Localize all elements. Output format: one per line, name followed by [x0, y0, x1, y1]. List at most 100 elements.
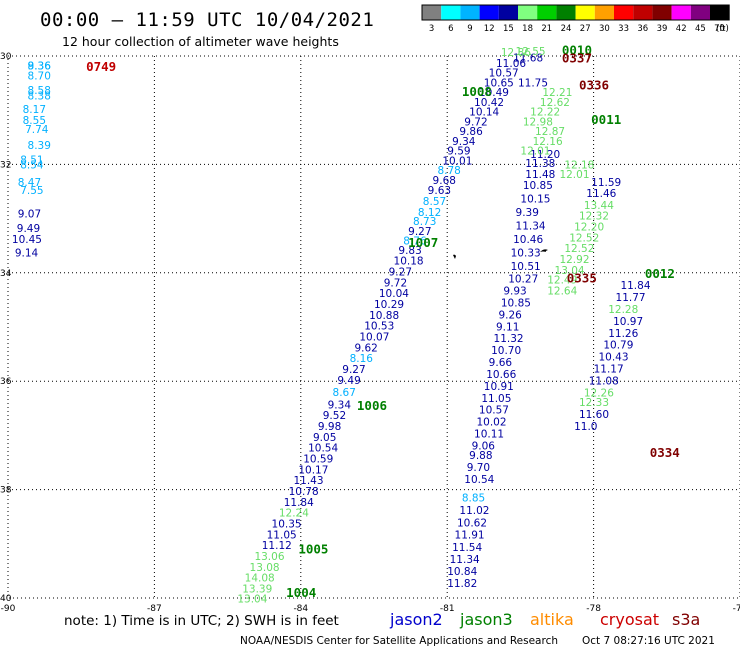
scale-swatch [671, 5, 691, 20]
lat-tick-label: 40 [0, 594, 12, 604]
wave-height-value: 7.55 [20, 185, 43, 197]
wave-height-value: 12.92 [559, 254, 589, 266]
footer-note: note: 1) Time is in UTC; 2) SWH is in fe… [64, 613, 339, 629]
wave-height-value: 13.06 [254, 551, 284, 563]
scale-swatch [652, 5, 672, 20]
wave-height-value: 8.57 [423, 196, 446, 208]
pass-time-label: 1007 [408, 235, 438, 250]
wave-height-value: 8.78 [437, 165, 460, 177]
wave-height-value: 11.54 [452, 542, 482, 554]
wave-height-value: 10.11 [474, 429, 504, 441]
wave-height-value: 10.70 [491, 345, 521, 357]
wave-height-value: 11.68 [513, 52, 543, 64]
wave-height-value: 13.44 [584, 200, 614, 212]
pass-time-label: 0337 [562, 51, 592, 66]
wave-height-value: 9.26 [498, 309, 522, 321]
wave-height-value: 10.53 [364, 321, 394, 333]
wave-height-value: 12.87 [535, 126, 565, 138]
scale-swatch [537, 5, 557, 20]
wave-height-value: 12.98 [523, 116, 553, 128]
wave-height-value: 10.07 [359, 332, 389, 344]
lat-tick-label: 32 [0, 160, 11, 170]
wave-height-value: 9.68 [433, 175, 456, 187]
scale-swatch [614, 5, 634, 20]
wave-height-value: 10.88 [369, 310, 399, 322]
wave-height-value: 11.91 [455, 529, 485, 541]
wave-height-value: 11.60 [579, 409, 609, 421]
wave-height-value: 8.17 [23, 104, 46, 116]
wave-height-value: 9.62 [354, 342, 377, 354]
wave-height-value: 10.17 [298, 464, 328, 476]
wave-height-value: 10.02 [476, 417, 506, 429]
wave-height-value: 11.34 [450, 554, 480, 566]
satellite-name-s3a: s3a [672, 610, 700, 629]
wave-height-value: 9.52 [323, 410, 346, 422]
wave-height-value: 10.54 [464, 474, 494, 486]
wave-height-value: 10.27 [508, 274, 538, 286]
wave-height-value: 14.08 [245, 573, 275, 585]
wave-height-value: 9.70 [467, 462, 490, 474]
pass-time-label: 1005 [298, 542, 328, 557]
pass-time-label: 0336 [579, 78, 609, 93]
wave-height-value: 8.16 [350, 353, 374, 365]
wave-height-value: 12.18 [564, 160, 594, 172]
map-title: 00:00 – 11:59 UTC 10/04/2021 [40, 9, 374, 31]
wave-height-value: 8.58 [28, 85, 51, 97]
wave-height-value: 10.43 [598, 352, 628, 364]
satellite-legend: jason2 jason3 altika cryosat s3a [389, 610, 700, 629]
wave-height-value: 10.42 [474, 97, 504, 109]
lon-tick-label: -75 [733, 604, 740, 614]
wave-height-value: 11.32 [494, 333, 524, 345]
wave-height-value: 8.85 [462, 493, 485, 505]
footer-timestamp: Oct 7 08:27:16 UTC 2021 [582, 635, 715, 647]
wave-height-value: 9.34 [328, 399, 352, 411]
wave-height-value: 11.12 [262, 540, 292, 552]
scale-swatch [422, 5, 442, 20]
scale-label: 36 [637, 24, 648, 34]
wave-height-value: 10.35 [272, 519, 302, 531]
wave-height-value: 11.05 [267, 529, 297, 541]
wave-height-value: 10.01 [442, 155, 472, 167]
wave-height-value: 9.27 [389, 267, 412, 279]
scale-label: 6 [448, 24, 453, 34]
pass-time-label: 0012 [645, 266, 675, 281]
wave-height-value: 11.05 [481, 393, 511, 405]
scale-swatch [690, 5, 710, 20]
wave-height-value: 10.51 [511, 261, 541, 273]
wave-height-value: 10.97 [613, 316, 643, 328]
wave-height-value: 12.01 [520, 146, 550, 158]
wave-height-value: 12.28 [608, 304, 638, 316]
wave-height-value: 9.36 [28, 61, 52, 73]
wave-height-value: 10.78 [289, 486, 319, 498]
lon-tick-label: -84 [293, 604, 308, 614]
wave-height-value: 8.36 [28, 61, 52, 73]
pass-time-label: 1004 [286, 585, 316, 600]
scale-swatch [441, 5, 461, 20]
pass-time-label: 0335 [567, 271, 597, 286]
wave-height-value: 9.27 [408, 226, 431, 238]
wave-height-value: 12.55 [516, 46, 546, 58]
wave-height-value: 11.82 [447, 578, 477, 590]
scale-label: 21 [541, 24, 552, 34]
wave-height-value: 10.54 [308, 443, 338, 455]
scale-swatch [498, 5, 518, 20]
scale-swatch [710, 5, 730, 20]
track-jason2: 11.6811.0610.5710.6510.4910.4210.149.729… [12, 52, 651, 590]
lon-tick-label: -78 [586, 604, 601, 614]
pass-time-label: 0010 [562, 42, 592, 57]
lon-tick-label: -87 [147, 604, 162, 614]
wave-height-value: 10.66 [486, 369, 516, 381]
wave-height-value: 12.32 [579, 211, 609, 223]
wave-height-value: 10.45 [12, 234, 42, 246]
wave-height-value: 10.15 [520, 193, 550, 205]
wave-height-value: 9.83 [398, 245, 421, 257]
wave-height-value: 13.04 [555, 265, 585, 277]
lat-tick-label: 34 [0, 269, 12, 279]
scale-label: 42 [676, 24, 687, 34]
wave-height-value: 9.93 [503, 285, 526, 297]
wave-height-value: 12.20 [574, 222, 604, 234]
wave-height-value: 11.20 [530, 149, 560, 161]
scale-label: 39 [657, 24, 668, 34]
wave-height-value: 10.57 [489, 68, 519, 80]
